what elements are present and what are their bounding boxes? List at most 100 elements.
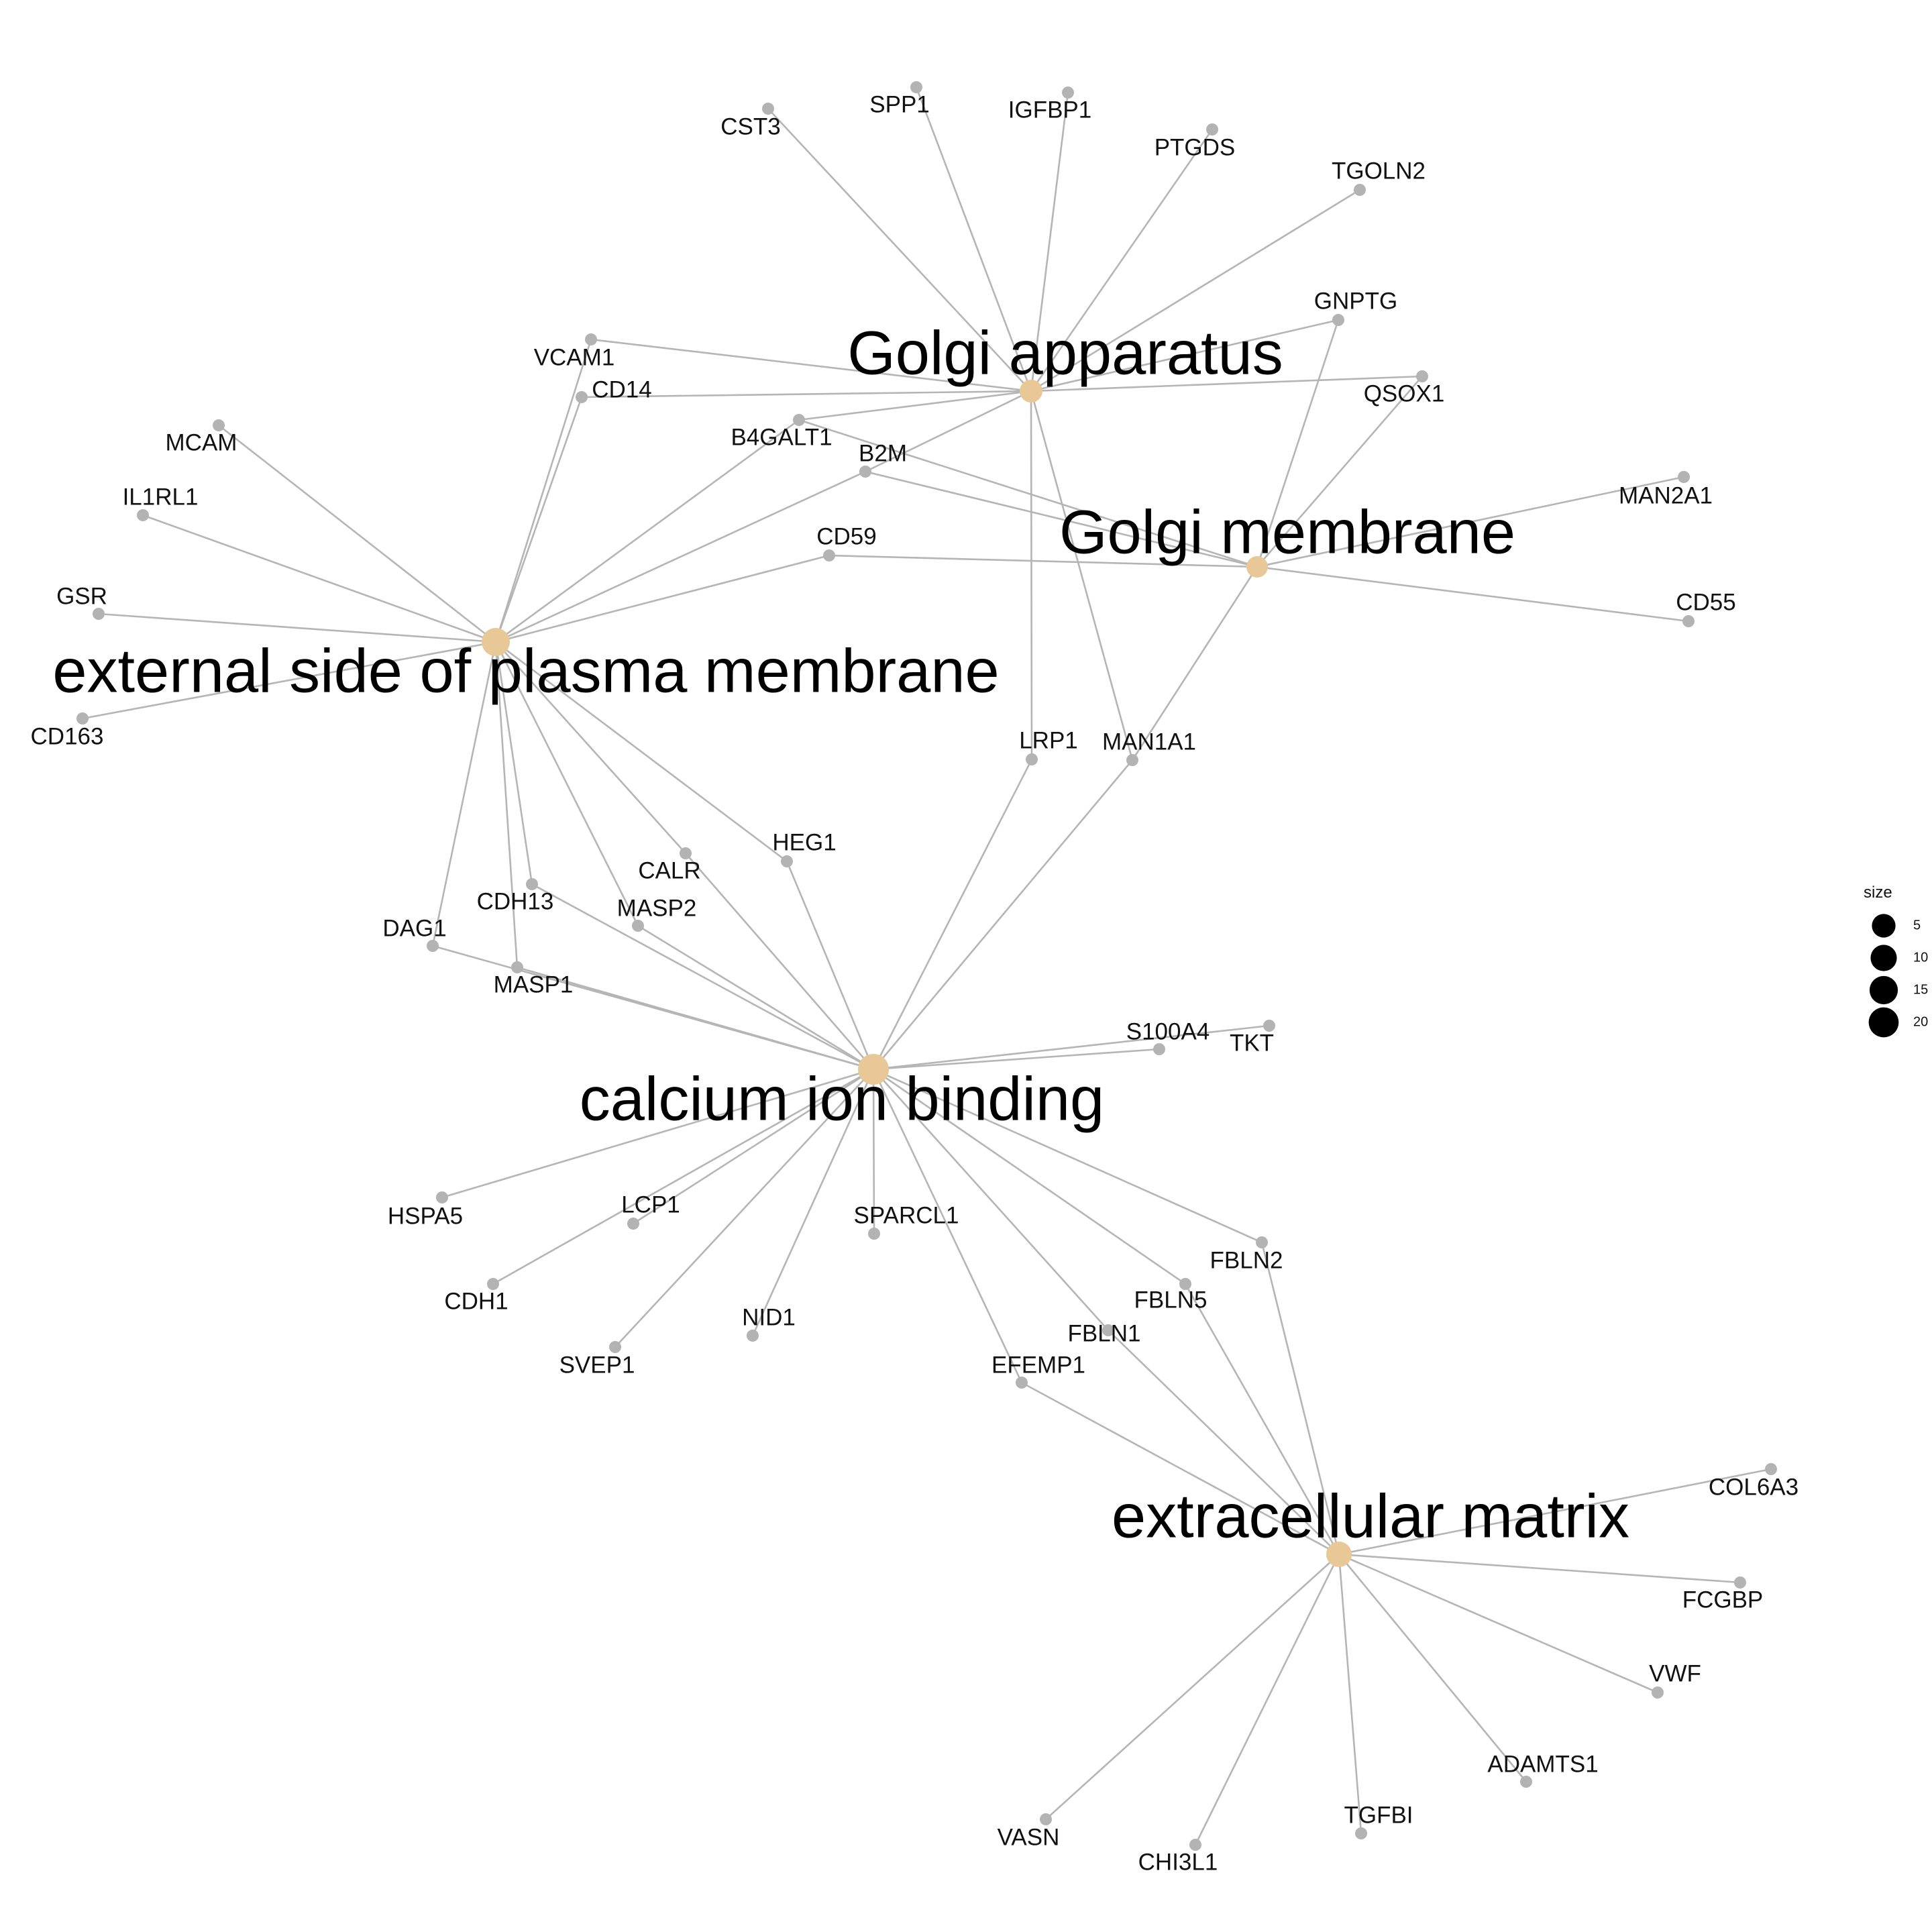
edge-calcium_ion_binding-EFEMP1: [872, 1069, 1023, 1383]
edge-golgi_membrane-B2M: [865, 470, 1258, 568]
gene-label-b4galt1: B4GALT1: [731, 424, 832, 450]
gene-node-heg1: [781, 855, 793, 867]
category-label-external-side: external side of plasma membrane: [52, 637, 999, 705]
gene-node-chi3l1: [1189, 1839, 1201, 1851]
legend-label-5: 5: [1913, 918, 1921, 932]
edge-golgi_apparatus-MAN1A1: [1030, 390, 1134, 761]
gene-label-hspa5: HSPA5: [388, 1203, 463, 1229]
gene-label-masp1: MASP1: [494, 971, 574, 998]
gene-label-vwf: VWF: [1649, 1660, 1701, 1686]
edge-golgi_membrane-CD59: [828, 554, 1258, 568]
edge-external_side-VCAM1: [494, 339, 592, 643]
gene-label-spp1: SPP1: [869, 91, 930, 117]
edge-golgi_apparatus-QSOX1: [1030, 375, 1423, 392]
gene-node-cd14: [576, 391, 588, 403]
gene-node-fbln5: [1179, 1278, 1191, 1290]
gene-node-masp2: [632, 920, 644, 932]
gene-node-cdh1: [487, 1278, 499, 1290]
gene-node-vasn: [1040, 1813, 1052, 1825]
edge-calcium_ion_binding-CDH1: [492, 1068, 874, 1285]
edge-external_side-CD59: [495, 554, 830, 643]
edge-golgi_apparatus-TGOLN2: [1030, 189, 1360, 392]
edge-extracellular_matrix-FCGBP: [1338, 1553, 1741, 1584]
gene-label-heg1: HEG1: [772, 829, 836, 855]
gene-label-tgoln2: TGOLN2: [1332, 158, 1426, 184]
gene-label-sparcl1: SPARCL1: [854, 1202, 959, 1228]
edge-extracellular_matrix-TGFBI: [1338, 1554, 1362, 1834]
legend-dot-10: [1870, 945, 1897, 971]
edge-external_side-B2M: [495, 470, 866, 643]
edges-layer: [82, 87, 1772, 1845]
edge-calcium_ion_binding-SVEP1: [614, 1069, 874, 1348]
edge-golgi_apparatus-PTGDS: [1030, 129, 1214, 392]
gene-node-lrp1: [1026, 753, 1038, 765]
gene-node-cd55: [1682, 615, 1695, 627]
gene-label-chi3l1: CHI3L1: [1138, 1849, 1218, 1875]
gene-label-fbln2: FBLN2: [1210, 1247, 1283, 1273]
gene-label-adamts1: ADAMTS1: [1487, 1751, 1598, 1777]
gene-label-man1a1: MAN1A1: [1102, 729, 1196, 755]
gene-label-gsr: GSR: [56, 583, 107, 609]
gene-node-hspa5: [436, 1191, 448, 1203]
gene-node-cdh13: [526, 878, 538, 890]
edge-golgi_apparatus-SPP1: [915, 87, 1032, 392]
legend-items: 5 10 15 20: [1868, 914, 1928, 1038]
edge-calcium_ion_binding-CDH13: [531, 883, 874, 1071]
gene-label-lrp1: LRP1: [1019, 727, 1078, 753]
edge-calcium_ion_binding-S100A4: [873, 1048, 1160, 1071]
legend-label-20: 20: [1913, 1014, 1928, 1029]
gene-label-vcam1: VCAM1: [534, 344, 615, 370]
gene-node-qsox1: [1416, 370, 1428, 382]
edge-calcium_ion_binding-LCP1: [633, 1068, 874, 1225]
edge-extracellular_matrix-FBLN5: [1184, 1283, 1340, 1555]
edge-calcium_ion_binding-FBLN2: [873, 1068, 1263, 1244]
edge-calcium_ion_binding-HEG1: [786, 861, 875, 1070]
edge-extracellular_matrix-COL6A3: [1338, 1468, 1772, 1556]
edge-calcium_ion_binding-MAN1A1: [873, 759, 1133, 1070]
gene-node-efemp1: [1016, 1377, 1028, 1389]
edge-golgi_membrane-MAN1A1: [1131, 566, 1258, 761]
gene-node-b4galt1: [793, 414, 805, 426]
gene-label-vasn: VASN: [998, 1824, 1060, 1850]
gene-label-efemp1: EFEMP1: [991, 1352, 1085, 1378]
edge-extracellular_matrix-VASN: [1045, 1554, 1340, 1820]
category-nodes-layer: [482, 380, 1352, 1567]
edge-golgi_membrane-QSOX1: [1256, 376, 1423, 568]
gene-node-gnptg: [1332, 314, 1344, 326]
gene-node-spp1: [910, 81, 922, 93]
legend-dot-15: [1869, 975, 1898, 1005]
gene-label-man2a1: MAN2A1: [1619, 482, 1713, 508]
legend-dot-5: [1872, 914, 1896, 938]
gene-label-calr: CALR: [638, 857, 700, 883]
edge-calcium_ion_binding-DAG1: [432, 945, 874, 1071]
gene-node-vwf: [1652, 1686, 1664, 1699]
gene-label-s100a4: S100A4: [1126, 1018, 1210, 1044]
legend-title: size: [1864, 883, 1892, 902]
edge-calcium_ion_binding-NID1: [751, 1069, 875, 1336]
gene-node-tgoln2: [1354, 184, 1366, 196]
edge-external_side-CDH13: [494, 641, 533, 885]
edge-golgi_apparatus-B4GALT1: [798, 390, 1032, 421]
edge-extracellular_matrix-ADAMTS1: [1338, 1554, 1527, 1782]
edge-external_side-GSR: [98, 612, 496, 643]
gene-node-s100a4: [1153, 1043, 1165, 1055]
edge-golgi_membrane-CD55: [1256, 566, 1689, 623]
edge-golgi_membrane-GNPTG: [1256, 319, 1340, 568]
edge-calcium_ion_binding-LRP1: [872, 759, 1033, 1070]
gene-label-tkt: TKT: [1230, 1030, 1274, 1056]
gene-label-cdh1: CDH1: [444, 1288, 508, 1314]
gene-node-mcam: [213, 419, 225, 431]
gene-node-sparcl1: [868, 1228, 880, 1240]
edge-golgi_membrane-MAN2A1: [1256, 476, 1684, 568]
category-labels-layer: Golgi apparatus Golgi membrane external si…: [52, 319, 1629, 1550]
edge-extracellular_matrix-VWF: [1338, 1553, 1658, 1694]
gene-node-svep1: [609, 1341, 621, 1353]
gene-label-b2m: B2M: [859, 440, 907, 466]
category-node-calcium-ion-binding: [858, 1054, 889, 1085]
edge-external_side-MASP1: [494, 641, 519, 968]
gene-node-man1a1: [1126, 754, 1138, 766]
gene-node-fcgbp: [1734, 1576, 1746, 1589]
gene-labels-layer: CST3 SPP1 IGFBP1 PTGDS TGOLN2 GNPTG QSOX1 VCAM1…: [31, 91, 1799, 1875]
edge-external_side-CD163: [82, 641, 496, 720]
